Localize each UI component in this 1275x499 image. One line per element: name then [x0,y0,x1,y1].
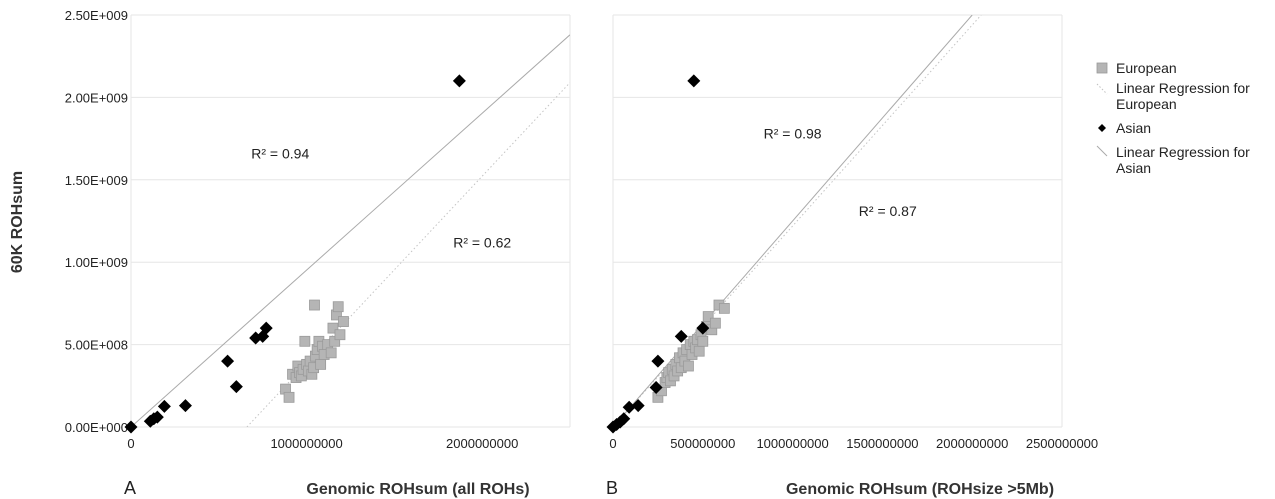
x-tick-label: 0 [127,436,134,451]
y-tick-label: 0.00E+000 [65,420,128,435]
asian-point [150,410,164,424]
panel-a-label: A [124,478,136,498]
legend-european-marker [1096,62,1108,74]
r-squared-label: R² = 0.87 [859,203,917,219]
european-point [683,360,694,372]
european-point [309,299,320,311]
asian-point [649,380,663,394]
legend-asian-fit-label: Linear Regression for Asian [1116,144,1250,176]
r-squared-label: R² = 0.94 [251,145,309,161]
european-point [325,347,337,359]
x-tick-label: 1500000000 [846,436,918,451]
asian-point [617,412,631,426]
asian-point [157,399,171,413]
asian-point [124,420,138,434]
asian-regression-line [613,15,973,427]
x-tick-label: 1000000000 [270,436,342,451]
asian-point [622,400,636,414]
asian-regression-line [131,34,570,427]
european-point [299,335,311,347]
r-squared-label: R² = 0.98 [764,126,822,142]
y-tick-label: 2.00E+009 [65,90,128,105]
panel-b-x-axis-title: Genomic ROHsum (ROHsize >5Mb) [786,481,1054,498]
european-point [693,345,705,357]
european-regression-line [246,82,570,427]
y-tick-label: 1.00E+009 [65,255,128,270]
asian-point [452,74,466,88]
x-tick-label: 500000000 [670,436,735,451]
asian-point [687,74,701,88]
r-squared-label: R² = 0.62 [453,234,511,250]
panel-a-x-axis-title: Genomic ROHsum (all ROHs) [306,481,529,498]
legend-asian-marker [1098,124,1106,132]
european-point [338,316,349,327]
european-point [709,317,721,329]
x-tick-label: 2000000000 [446,436,518,451]
x-tick-label: 1000000000 [756,436,828,451]
legend-european-fit-marker [1096,83,1108,95]
european-point [327,322,339,334]
panel-a: 0.00E+000 5.00E+008 1.00E+009 1.50E+009 2.00… [65,8,571,451]
european-point [332,301,344,313]
x-tick-label: 2000000000 [936,436,1008,451]
asian-point [229,380,243,394]
asian-point [259,321,273,335]
asian-point [631,399,645,413]
y-axis-title: 60K ROHsum [9,171,26,273]
legend: European Linear Regression for European A… [1096,60,1250,176]
asian-point [178,399,192,413]
legend-european-fit-label: Linear Regression for European [1116,80,1250,112]
x-tick-label: 0 [609,436,616,451]
asian-point [651,354,665,368]
european-point [283,391,295,403]
asian-point [221,354,235,368]
y-tick-label: 5.00E+008 [65,338,128,353]
legend-asian-fit-marker [1096,145,1108,157]
legend-european-label: European [1116,60,1177,76]
european-point [315,358,327,370]
panel-b-label: B [606,478,618,498]
x-tick-label: 2500000000 [1026,436,1098,451]
y-tick-label: 1.50E+009 [65,173,128,188]
asian-point [674,329,688,343]
european-point [702,311,714,322]
european-point [697,335,709,347]
european-point [718,302,730,314]
panel-b: 0 500000000 1000000000 1500000000 2000000000… [606,14,1098,451]
asian-point [696,321,710,335]
y-tick-label: 2.50E+009 [65,8,128,23]
legend-asian-label: Asian [1116,120,1151,136]
european-point [334,329,346,341]
